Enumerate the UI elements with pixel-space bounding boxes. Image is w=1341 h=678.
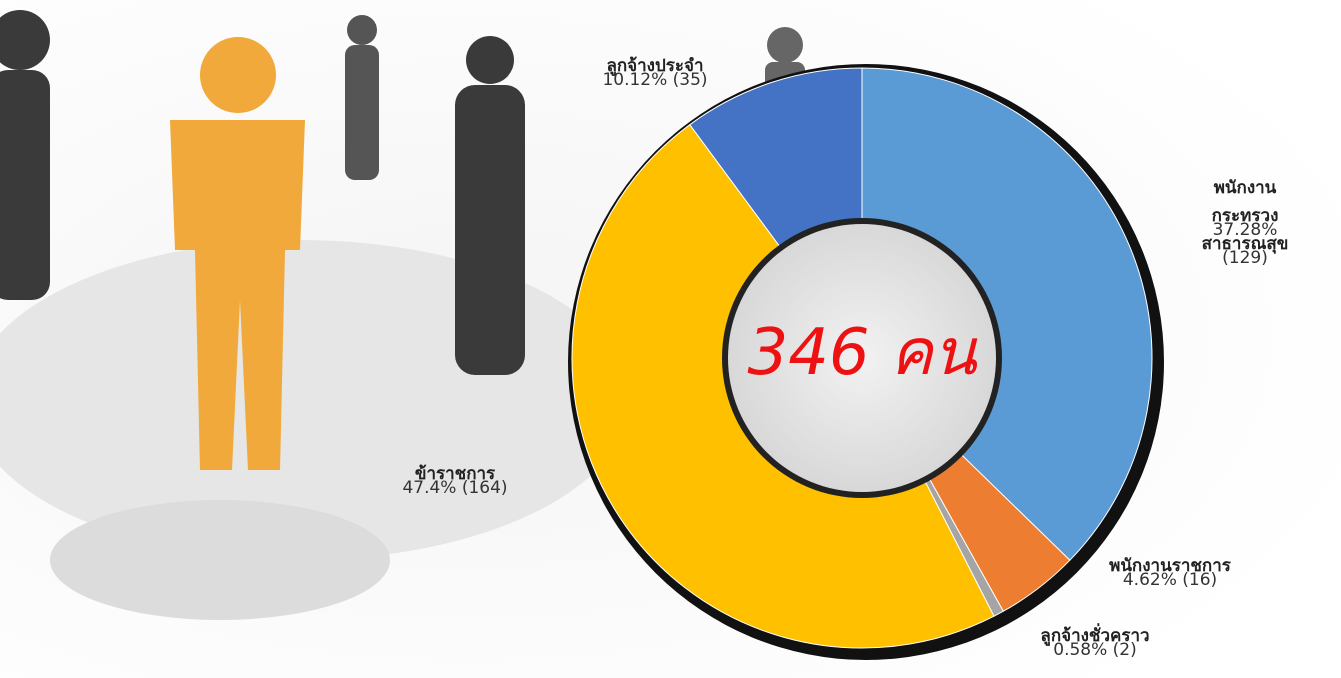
value-label: 4.62% (16) xyxy=(1122,570,1218,590)
orange-figure xyxy=(170,37,305,470)
value-label: 47.4% (164) xyxy=(402,478,508,498)
hole xyxy=(728,224,996,492)
category-label: พนักงานกระทรวง สาธารณสุข xyxy=(1201,178,1289,254)
center-label: 346 คน xyxy=(747,316,977,390)
category-label: ข้าราชการ xyxy=(414,464,496,484)
category-label: ลูกจ้างประจำ xyxy=(606,56,704,76)
category-label: ลูกจ้างชั่วคราว xyxy=(1040,626,1150,646)
silhouettes xyxy=(0,10,805,375)
category-label: พนักงานราชการ xyxy=(1109,556,1231,576)
value-label: 37.28% (129) xyxy=(1212,220,1278,268)
value-label: 10.12% (35) xyxy=(602,70,708,90)
value-label: 0.58% (2) xyxy=(1053,640,1137,660)
